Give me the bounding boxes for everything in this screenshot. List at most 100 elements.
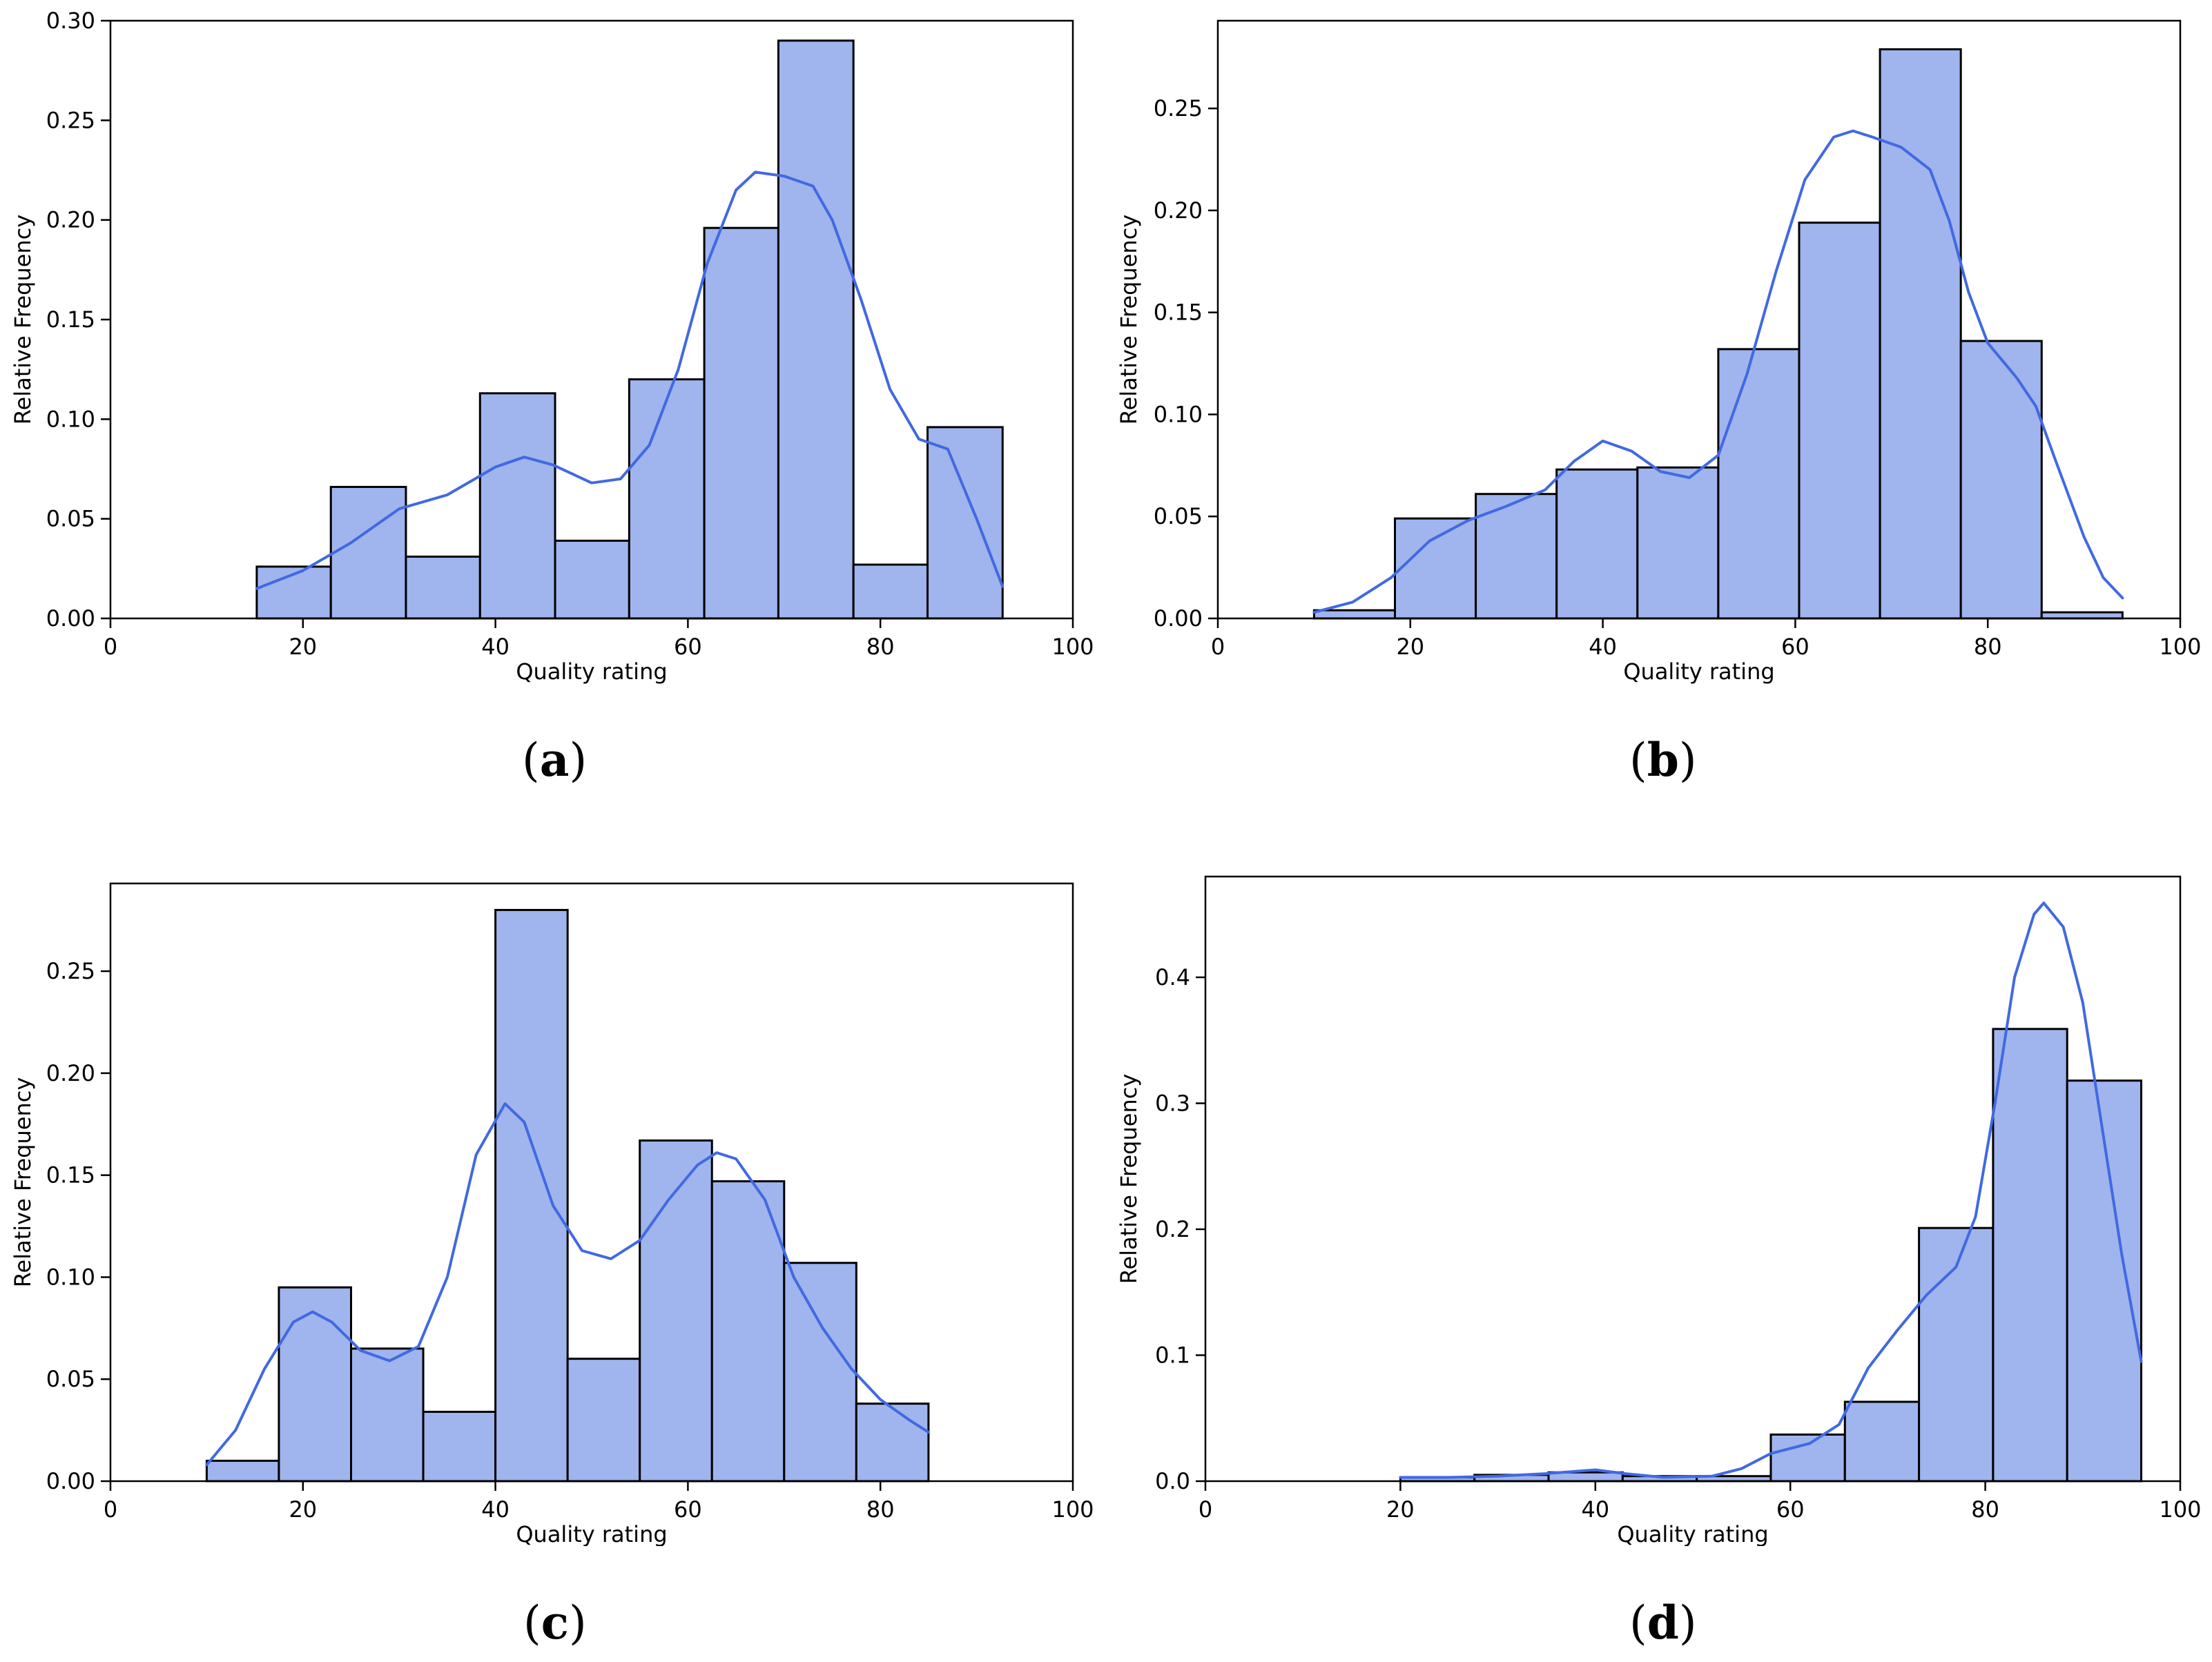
panel-a-histogram-bar [329,485,407,620]
panel-a-y-tick-label: 0.00 [46,605,95,632]
panel-d-histogram-bar [1992,1028,2068,1483]
panel-a-y-axis-label: Relative Frequency [10,215,36,425]
panel-b-y-tick-label: 0.10 [1154,401,1203,427]
caption-a: (a) [522,733,588,787]
panel-b-y-tick-label: 0.05 [1154,503,1203,529]
panel-a-histogram-bar [703,226,779,620]
panel-b-y-tick-label: 0.15 [1154,300,1203,326]
panel-a-y-tick-label: 0.15 [46,306,95,333]
panel-c-histogram-bar [350,1347,425,1483]
panel-a-y-tick-label: 0.10 [46,406,95,432]
panel-d-y-axis-label: Relative Frequency [1116,1074,1142,1284]
panel-c-y-tick-label: 0.15 [46,1162,95,1189]
panel-c-histogram-bar [494,908,569,1483]
panel-b-x-tick-label: 80 [1974,634,2002,660]
panel-c-plot-frame [109,882,1074,1483]
panel-b-histogram-bar [1717,348,1801,620]
panel-c-x-tick-label: 40 [481,1496,510,1523]
panel-d-x-tick-label: 20 [1386,1496,1415,1523]
panel-d-kde-curve [1399,901,2143,1479]
chart-panel-a: 0 20 40 60 80 100 0.00 0.05 0.10 0.15 0.20 0.25 0.30… [10,8,1094,685]
panel-c-x-axis-label: Quality rating [516,1521,667,1546]
panel-d-histogram-bar [1843,1400,1921,1483]
panel-b-kde-curve [1312,129,2124,614]
panel-a-x-tick-label: 20 [289,634,317,660]
panel-d-x-tick-label: 80 [1971,1496,1999,1523]
panel-a-y-tick-label: 0.30 [46,8,95,34]
caption-c: (c) [523,1596,587,1650]
panel-d-histogram-bar [1769,1433,1846,1483]
chart-panel-b: 0 20 40 60 80 100 0.00 0.05 0.10 0.15 0.20 0.25 Qual… [1116,19,2202,685]
panel-a-histogram-bar [777,39,855,620]
panel-b-histogram-bar [1798,222,1881,620]
panel-c-histogram-bar [278,1286,353,1483]
panel-b-plot-frame [1216,19,2182,620]
panel-d-y-tick-label: 0.1 [1155,1342,1190,1369]
chart-panel-d: 0 20 40 60 80 100 0.0 0.1 0.2 0.3 0.4 Quality ratin… [1116,875,2202,1546]
panel-b-histogram-bar [1959,340,2043,620]
panel-c-y-tick-label: 0.25 [46,958,95,984]
panel-b-y-tick-label: 0.00 [1154,605,1203,632]
panel-c-x-tick-label: 100 [1051,1496,1094,1523]
panel-c-histogram-bar [783,1262,857,1483]
panel-a-x-tick-label: 40 [481,634,510,660]
panel-c-x-tick-label: 80 [866,1496,895,1523]
panel-c-histogram-bar [639,1139,713,1483]
panel-d-x-tick-label: 0 [1199,1496,1212,1523]
panel-b-histogram-bar [2040,611,2124,620]
panel-a-histogram-bar [478,392,556,620]
panel-c-y-tick-label: 0.00 [46,1468,95,1494]
panel-c-y-axis-label: Relative Frequency [10,1077,36,1288]
panel-a-y-tick-label: 0.05 [46,506,95,532]
chart-panel-c: 0 20 40 60 80 100 0.00 0.05 0.10 0.15 0.20 0.25 Qual… [10,882,1094,1546]
panel-b-y-tick-label: 0.25 [1154,95,1203,121]
panel-b-histogram-bar [1636,466,1720,620]
panel-d-x-tick-label: 60 [1776,1496,1805,1523]
panel-b-x-tick-label: 40 [1589,634,1617,660]
panel-a-x-tick-label: 0 [104,634,117,660]
panel-c-histogram-bar [566,1358,641,1483]
panel-a-y-tick-label: 0.25 [46,107,95,133]
panel-c-x-tick-label: 20 [289,1496,317,1523]
panel-d-y-tick-label: 0.2 [1155,1216,1190,1242]
panel-b-x-axis-label: Quality rating [1623,658,1774,685]
panel-d-plot-frame [1204,875,2182,1483]
panel-b-x-tick-label: 60 [1781,634,1810,660]
panel-a-kde-curve [255,170,1005,590]
panel-a-histogram-bar [628,378,706,620]
panel-c-x-tick-label: 60 [674,1496,702,1523]
panel-b-histogram-bar [1312,609,1396,620]
panel-b-y-tick-label: 0.20 [1154,197,1203,224]
panel-c-y-tick-label: 0.05 [46,1366,95,1392]
panel-b-histogram-bar [1879,48,1962,620]
panel-a-x-tick-label: 100 [1051,634,1094,660]
panel-c-x-tick-label: 0 [104,1496,117,1523]
panel-d-y-tick-label: 0.3 [1155,1091,1190,1117]
panel-a-x-axis-label: Quality rating [516,658,667,685]
panel-a-histogram-bar [554,539,630,620]
panel-a-y-tick-label: 0.20 [46,207,95,233]
panel-c-histogram-bar [710,1180,786,1483]
panel-c-histogram-bar [205,1459,280,1483]
panel-d-x-axis-label: Quality rating [1617,1521,1768,1546]
panel-a-x-tick-label: 80 [866,634,895,660]
panel-d-x-tick-label: 100 [2159,1496,2201,1523]
panel-a-histogram-bar [926,426,1004,620]
panel-b-x-tick-label: 100 [2159,634,2201,660]
panel-c-kde-curve [205,1102,930,1467]
panel-b-x-tick-label: 0 [1211,634,1225,660]
panel-a-histogram-bar [852,563,929,620]
panel-b-y-axis-label: Relative Frequency [1116,215,1142,425]
panel-a-x-tick-label: 60 [674,634,702,660]
panel-b-histogram-bar [1393,517,1477,620]
panel-c-histogram-bar [855,1402,930,1483]
panel-b-x-tick-label: 20 [1396,634,1424,660]
caption-b: (b) [1629,733,1697,787]
panel-d-y-tick-label: 0.0 [1155,1468,1190,1494]
panel-c-y-tick-label: 0.20 [46,1060,95,1086]
panel-c-y-tick-label: 0.10 [46,1264,95,1290]
panel-c-histogram-bar [422,1411,497,1483]
caption-d: (d) [1629,1596,1697,1650]
panel-d-y-tick-label: 0.4 [1155,964,1190,990]
